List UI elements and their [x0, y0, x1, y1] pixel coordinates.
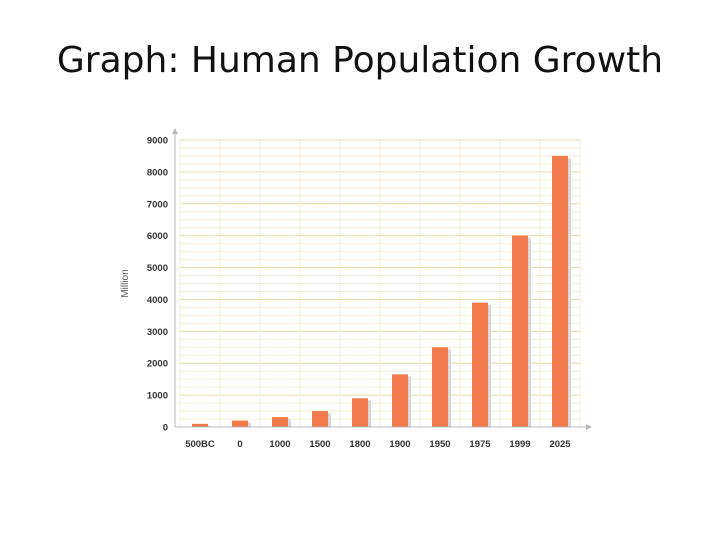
page-title: Graph: Human Population Growth: [56, 40, 664, 81]
y-tick-label: 2000: [147, 359, 168, 370]
bar-2025: [552, 155, 568, 427]
bar-500BC: [192, 423, 208, 427]
chart-bars: [192, 155, 571, 427]
y-tick-label: 4000: [147, 295, 168, 306]
x-tick-label: 500BC: [185, 439, 215, 450]
bar-0: [232, 420, 248, 427]
bar-1950: [432, 347, 448, 427]
x-tick-label: 2025: [549, 439, 571, 450]
y-tick-label: 8000: [147, 167, 168, 178]
x-tick-label: 1900: [389, 439, 410, 450]
y-tick-label: 0: [163, 423, 168, 434]
x-tick-label: 1800: [349, 439, 370, 450]
bar-1000: [272, 417, 288, 427]
y-axis-arrow: [172, 128, 178, 134]
x-tick-label: 0: [237, 439, 242, 450]
x-tick-label: 1950: [429, 439, 450, 450]
bar-1800: [352, 398, 368, 427]
bar-1999: [512, 235, 528, 427]
y-tick-label: 7000: [147, 199, 168, 210]
x-tick-label: 1999: [509, 439, 530, 450]
y-tick-label: 6000: [147, 231, 168, 242]
chart-labels: 0 1000 2000 3000 4000 5000 6000 7000 8000 9000 500…: [120, 136, 571, 451]
bar-1500: [312, 411, 328, 427]
y-tick-label: 1000: [147, 391, 168, 402]
chart-axes: [172, 128, 592, 430]
population-bar-chart: 0 1000 2000 3000 4000 5000 6000 7000 8000 9000 500…: [120, 128, 592, 451]
y-tick-label: 5000: [147, 263, 168, 274]
x-tick-label: 1500: [309, 439, 330, 450]
y-tick-label: 3000: [147, 327, 168, 338]
x-axis-arrow: [586, 424, 592, 430]
x-tick-label: 1975: [469, 439, 491, 450]
y-axis-title: Million: [120, 269, 131, 297]
y-tick-label: 9000: [147, 136, 168, 147]
bar-1900: [392, 374, 408, 427]
x-tick-label: 1000: [269, 439, 290, 450]
bar-1975: [472, 302, 488, 427]
